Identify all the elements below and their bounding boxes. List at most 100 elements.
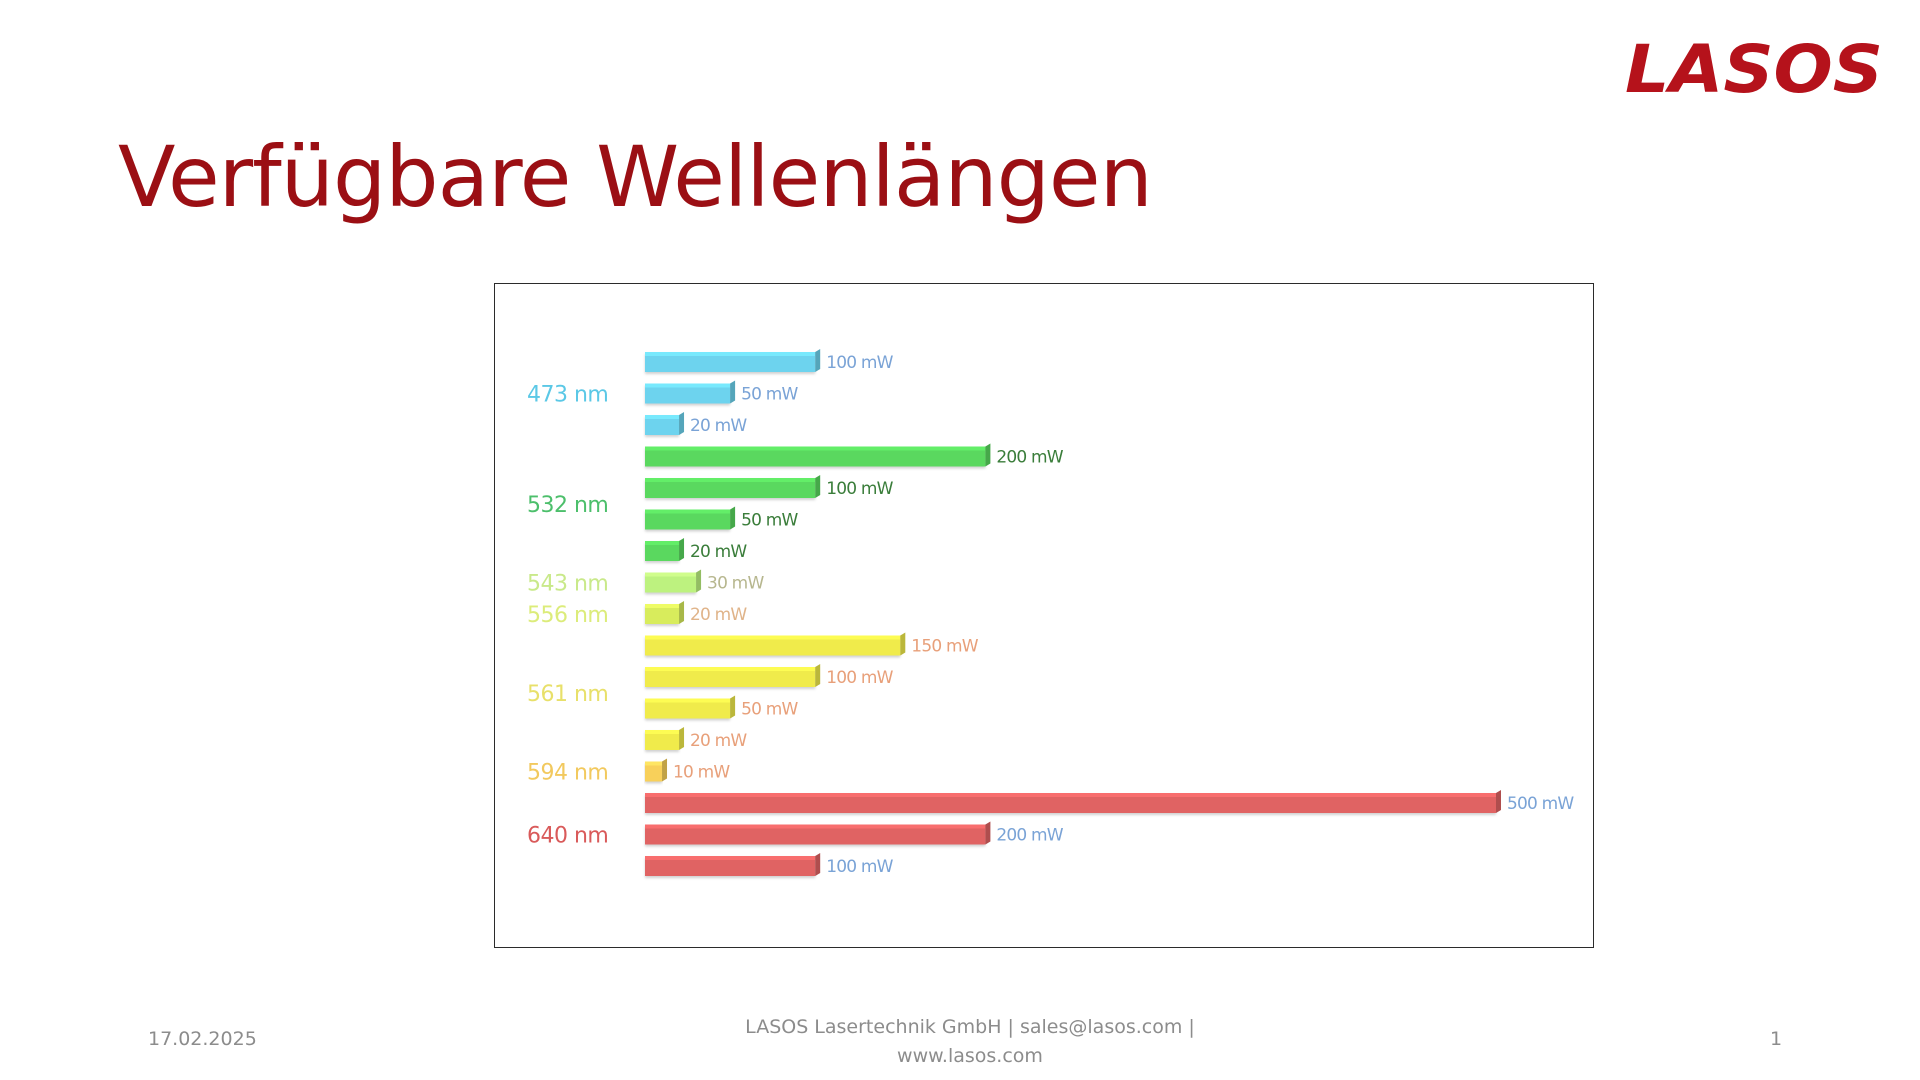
bar-value-label: 50 mW — [741, 385, 798, 405]
bar-group-item: 50 mW — [645, 380, 799, 405]
bar-highlight — [645, 352, 816, 356]
wavelength-label: 543 nm — [527, 572, 608, 597]
page-title: Verfügbare Wellenlängen — [118, 128, 1153, 226]
bar-value-label: 20 mW — [690, 416, 747, 436]
bar-group-item: 100 mW — [645, 349, 894, 373]
wavelength-label: 473 nm — [527, 383, 608, 408]
bar — [645, 698, 731, 719]
bar — [645, 415, 680, 435]
bar-end-cap — [696, 569, 702, 593]
bar-highlight — [645, 698, 731, 703]
bar-highlight — [645, 856, 816, 860]
bar-highlight — [645, 604, 680, 608]
bar — [645, 352, 816, 372]
bar — [645, 383, 731, 404]
bar-value-label: 10 mW — [673, 763, 730, 783]
bar-group-item: 100 mW — [645, 664, 894, 688]
bar-value-label: 30 mW — [707, 574, 764, 594]
bar-end-cap — [815, 349, 821, 372]
bar-highlight — [645, 383, 731, 388]
bar-end-cap — [679, 538, 685, 561]
bar-end-cap — [900, 632, 906, 656]
bar — [645, 793, 1496, 813]
bar-value-label: 100 mW — [826, 857, 893, 877]
bar-value-label: 500 mW — [1507, 794, 1574, 814]
bar-group-item: 20 mW — [645, 412, 748, 436]
footer-company-url: www.lasos.com — [897, 1045, 1043, 1067]
wavelength-label: 561 nm — [527, 682, 608, 707]
bar-group-item: 30 mW — [645, 569, 765, 594]
bar — [645, 604, 680, 624]
bar-group-item: 100 mW — [645, 853, 894, 877]
bar-value-label: 20 mW — [690, 542, 747, 562]
bar-value-label: 200 mW — [996, 448, 1063, 468]
bar-highlight — [645, 572, 697, 577]
bar-value-label: 150 mW — [911, 637, 978, 657]
bar-value-label: 20 mW — [690, 731, 747, 751]
bar-end-cap — [662, 758, 668, 782]
bar-group-item: 10 mW — [645, 758, 731, 783]
bar-group-item: 500 mW — [645, 790, 1575, 814]
bar-end-cap — [730, 380, 736, 404]
bar-highlight — [645, 793, 1496, 797]
bar-highlight — [645, 635, 901, 640]
bar-highlight — [645, 824, 986, 829]
bar-end-cap — [985, 821, 991, 845]
wavelength-label: 640 nm — [527, 824, 608, 849]
bar — [645, 824, 986, 845]
bar — [645, 667, 816, 687]
bar-end-cap — [815, 664, 821, 687]
bar-end-cap — [730, 695, 736, 719]
bar — [645, 478, 816, 498]
bar-highlight — [645, 478, 816, 482]
footer-page-number: 1 — [1770, 1028, 1783, 1050]
footer-company: LASOS Lasertechnik GmbH | sales@lasos.co… — [700, 1013, 1240, 1071]
bar-group-item: 20 mW — [645, 601, 748, 625]
bar-end-cap — [1496, 790, 1501, 813]
bar-group-item: 200 mW — [645, 443, 1065, 468]
bar-highlight — [645, 667, 816, 671]
bar-highlight — [645, 730, 680, 734]
bar-group-item: 20 mW — [645, 727, 748, 751]
bar-group-item: 100 mW — [645, 475, 894, 499]
bar-end-cap — [815, 475, 821, 498]
bar-highlight — [645, 761, 663, 766]
bar-value-label: 100 mW — [826, 479, 893, 499]
bar-end-cap — [679, 727, 685, 750]
bar — [645, 541, 680, 561]
wavelength-label: 532 nm — [527, 493, 608, 518]
lasos-logo: LASOS — [1625, 31, 1883, 104]
bar-value-label: 50 mW — [741, 700, 798, 720]
bar-value-label: 50 mW — [741, 511, 798, 531]
bar — [645, 730, 680, 750]
bar-group-item: 150 mW — [645, 632, 980, 657]
bar-group-item: 20 mW — [645, 538, 748, 562]
footer-date: 17.02.2025 — [148, 1028, 257, 1050]
bar — [645, 761, 663, 782]
bar-end-cap — [679, 412, 685, 435]
bar-group-item: 200 mW — [645, 821, 1065, 846]
bar-value-label: 100 mW — [826, 353, 893, 373]
bar — [645, 572, 697, 593]
bar-end-cap — [985, 443, 991, 467]
bar-end-cap — [730, 506, 736, 530]
bar-value-label: 200 mW — [996, 826, 1063, 846]
bar-value-label: 100 mW — [826, 668, 893, 688]
bar-highlight — [645, 415, 680, 419]
wavelength-label: 556 nm — [527, 603, 608, 628]
bar-highlight — [645, 446, 986, 451]
bar-end-cap — [679, 601, 685, 624]
bar-highlight — [645, 509, 731, 514]
bar-group-item: 50 mW — [645, 695, 799, 720]
footer-company-line1: LASOS Lasertechnik GmbH | sales@lasos.co… — [745, 1016, 1195, 1038]
bar-highlight — [645, 541, 680, 545]
bar-end-cap — [815, 853, 821, 876]
wavelength-label: 594 nm — [527, 761, 608, 786]
bar — [645, 509, 731, 530]
bar — [645, 635, 901, 656]
bar — [645, 446, 986, 467]
bar — [645, 856, 816, 876]
bar-group-item: 50 mW — [645, 506, 799, 531]
logo-text: LASOS — [1625, 31, 1883, 104]
